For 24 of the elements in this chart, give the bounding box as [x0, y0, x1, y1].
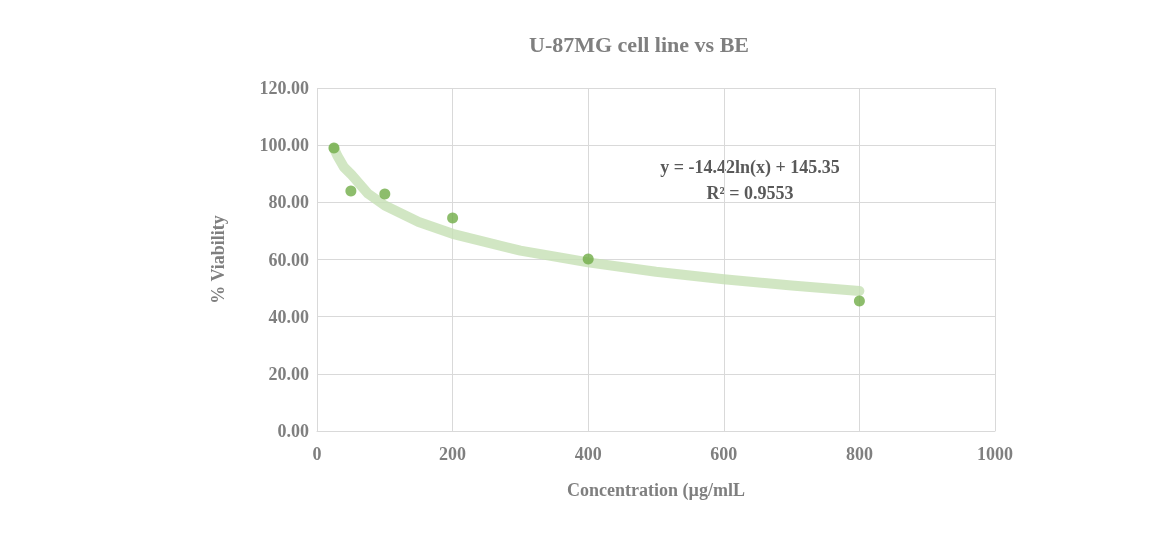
- point: [853, 295, 865, 307]
- y-tick-label: 20.00: [268, 363, 309, 384]
- point: [328, 142, 340, 154]
- y-tick-label: 0.00: [277, 421, 309, 441]
- y-tick-label: 100.00: [259, 135, 309, 156]
- y-axis-title: % Viability: [208, 215, 228, 304]
- point: [345, 185, 357, 197]
- y-tick-label: 60.00: [268, 249, 309, 270]
- y-tick-label: 80.00: [268, 192, 309, 213]
- y-tick-label: 120.00: [259, 78, 309, 98]
- x-tick-label: 400: [574, 444, 602, 464]
- annotation: y = -14.42ln(x) + 145.35: [660, 157, 840, 178]
- x-tick-label: 0: [312, 444, 322, 464]
- chart-title: U-87MG cell line vs BE: [529, 31, 749, 57]
- point: [447, 212, 459, 224]
- point: [582, 253, 594, 265]
- x-tick-label: 600: [710, 444, 738, 464]
- point: [379, 188, 391, 200]
- x-tick-label: 800: [845, 444, 873, 464]
- y-tick-label: 40.00: [268, 306, 309, 327]
- annotation: R² = 0.9553: [706, 183, 794, 203]
- x-tick-label: 200: [439, 444, 467, 464]
- x-axis-title: Concentration (µg/mlL: [567, 480, 745, 501]
- x-tick-label: 1000: [977, 444, 1013, 464]
